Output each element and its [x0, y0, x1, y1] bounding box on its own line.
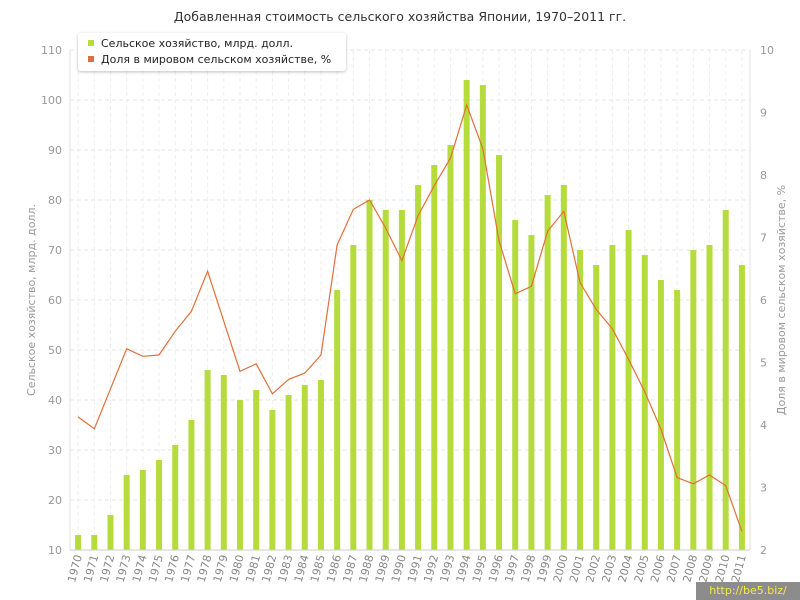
bar[interactable]	[496, 155, 503, 550]
bar[interactable]	[301, 385, 308, 550]
bar[interactable]	[253, 390, 260, 550]
bar[interactable]	[738, 265, 745, 550]
bar[interactable]	[366, 200, 373, 550]
y-tick-label-left: 70	[48, 244, 62, 257]
bar[interactable]	[382, 210, 389, 550]
y-tick-label-left: 30	[48, 444, 62, 457]
x-axis-ticks: 1970197119721973197419751976197719781979…	[65, 553, 749, 583]
bar[interactable]	[625, 230, 632, 550]
y-tick-label-left: 40	[48, 394, 62, 407]
y-tick-label-left: 50	[48, 344, 62, 357]
y-axis-label-left: Сельское хозяйство, млрд. долл.	[25, 204, 38, 396]
bar[interactable]	[398, 210, 405, 550]
bar-series	[75, 80, 745, 550]
bar[interactable]	[139, 470, 146, 550]
bar[interactable]	[431, 165, 438, 550]
legend-swatch-line	[88, 56, 94, 62]
bar[interactable]	[463, 80, 470, 550]
y-tick-label-right: 5	[760, 357, 767, 370]
legend-swatch-bars	[88, 40, 94, 46]
grid	[70, 49, 750, 551]
bar[interactable]	[560, 185, 567, 550]
bar[interactable]	[674, 290, 681, 550]
bar[interactable]	[237, 400, 243, 550]
bar[interactable]	[690, 250, 697, 550]
bar[interactable]	[188, 420, 195, 550]
legend-item-line[interactable]: Доля в мировом сельском хозяйстве, %	[88, 53, 331, 66]
bar[interactable]	[415, 185, 422, 550]
y-tick-label-left: 20	[48, 494, 62, 507]
bar[interactable]	[172, 445, 179, 550]
bar[interactable]	[91, 535, 98, 550]
bar[interactable]	[269, 410, 276, 550]
y-tick-label-right: 2	[760, 544, 767, 557]
bar[interactable]	[156, 460, 163, 550]
series-line[interactable]	[77, 103, 743, 532]
bar[interactable]	[593, 265, 600, 550]
watermark-link[interactable]: http://be5.biz/	[696, 582, 800, 600]
left-axis-ticks: 10 20 30 40 50 60 70 80 90 100 110	[41, 44, 62, 557]
bar[interactable]	[204, 370, 211, 550]
bar[interactable]	[609, 245, 616, 550]
chart-title: Добавленная стоимость сельского хозяйств…	[173, 9, 627, 24]
bar[interactable]	[706, 245, 713, 550]
y-tick-label-right: 4	[760, 419, 767, 432]
bar[interactable]	[334, 290, 341, 550]
bar[interactable]	[447, 145, 454, 550]
bar[interactable]	[350, 245, 357, 550]
bar[interactable]	[75, 535, 82, 550]
bar[interactable]	[220, 375, 227, 550]
bar[interactable]	[285, 395, 292, 550]
bar[interactable]	[657, 280, 664, 550]
y-tick-label-left: 100	[41, 94, 62, 107]
bar[interactable]	[123, 475, 130, 550]
y-tick-label-right: 10	[760, 44, 774, 57]
legend-label-bars: Сельское хозяйство, млрд. долл.	[101, 37, 293, 50]
axes	[69, 50, 751, 551]
y-tick-label-right: 3	[760, 482, 767, 495]
legend-item-bars[interactable]: Сельское хозяйство, млрд. долл.	[88, 37, 293, 50]
y-tick-label-left: 10	[48, 544, 62, 557]
y-tick-label-right: 7	[760, 232, 767, 245]
y-tick-label-right: 9	[760, 107, 767, 120]
bar[interactable]	[722, 210, 729, 550]
y-tick-label-left: 80	[48, 194, 62, 207]
y-tick-label-right: 8	[760, 169, 767, 182]
y-tick-label-left: 110	[41, 44, 62, 57]
bar[interactable]	[577, 250, 583, 550]
legend: Сельское хозяйство, млрд. долл. Доля в м…	[78, 33, 346, 71]
bar[interactable]	[107, 515, 114, 550]
right-axis-ticks: 2 3 4 5 6 7 8 9 10	[760, 44, 774, 557]
bar[interactable]	[528, 235, 535, 550]
y-tick-label-right: 6	[760, 294, 767, 307]
line-series	[77, 103, 743, 532]
y-axis-label-right: Доля в мировом сельском хозяйстве, %	[775, 185, 788, 415]
bar[interactable]	[317, 380, 324, 550]
bar[interactable]	[512, 220, 519, 550]
legend-label-line: Доля в мировом сельском хозяйстве, %	[101, 53, 332, 66]
bar[interactable]	[479, 85, 486, 550]
bar[interactable]	[641, 255, 648, 550]
y-tick-label-left: 60	[48, 294, 62, 307]
y-tick-label-left: 90	[48, 144, 62, 157]
bar[interactable]	[544, 195, 551, 550]
